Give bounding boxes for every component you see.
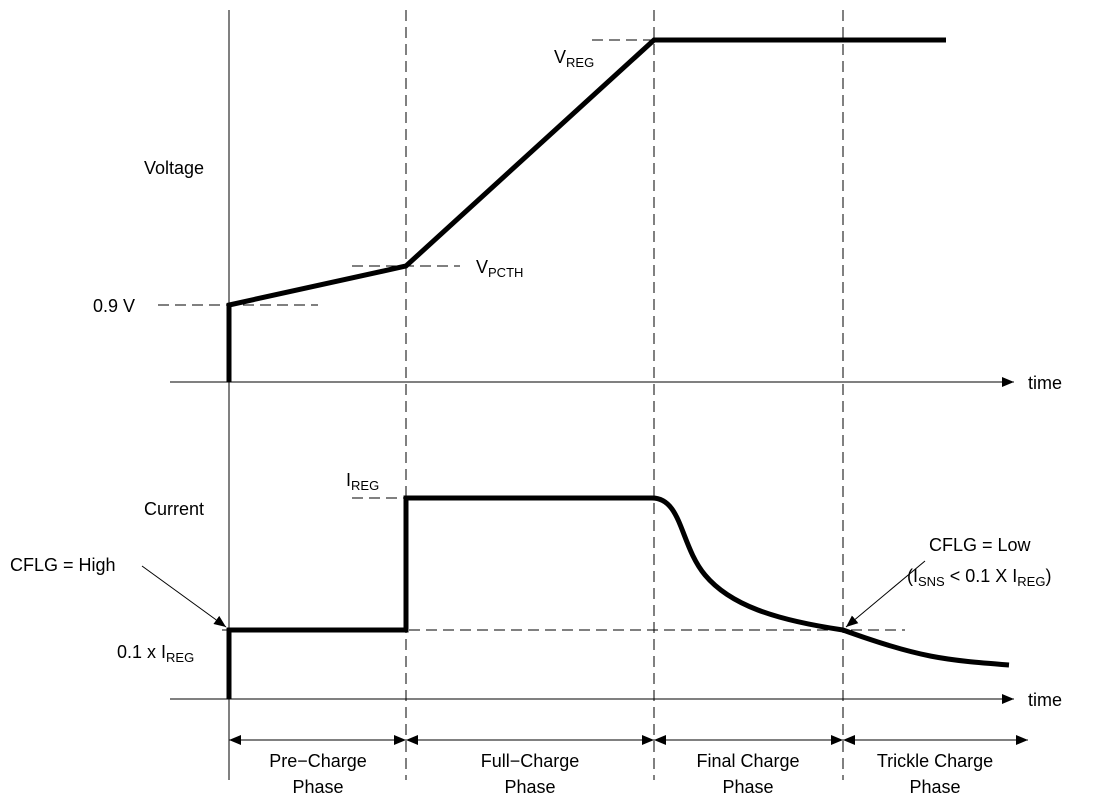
cflg-low-label: CFLG = Low — [929, 535, 1032, 555]
full-charge-phase-line1: Full−Charge — [481, 751, 580, 771]
tenth-i-reg-label: 0.1 x IREG — [117, 642, 194, 665]
final-charge-phase-line2: Phase — [722, 777, 773, 797]
voltage-label: Voltage — [144, 158, 204, 178]
pre-charge-phase-line2: Phase — [292, 777, 343, 797]
current-label: Current — [144, 499, 204, 519]
trickle-charge-phase-line1: Trickle Charge — [877, 751, 993, 771]
cflg-high-label: CFLG = High — [10, 555, 116, 575]
final-charge-phase-line1: Final Charge — [696, 751, 799, 771]
voltage-time-label: time — [1028, 373, 1062, 393]
v-reg-label: VREG — [554, 47, 594, 70]
voltage-curve — [229, 40, 946, 382]
trickle-charge-phase-line2: Phase — [909, 777, 960, 797]
current-time-label: time — [1028, 690, 1062, 710]
start-voltage-label: 0.9 V — [93, 296, 135, 316]
cflg-low-condition-label: (ISNS < 0.1 X IREG) — [907, 566, 1051, 589]
phase-labels: Pre−Charge Phase Full−Charge Phase Final… — [269, 751, 993, 797]
cflg-high-pointer-arrow — [142, 566, 226, 627]
v-pcth-label: VPCTH — [476, 257, 523, 280]
full-charge-phase-line2: Phase — [504, 777, 555, 797]
pre-charge-phase-line1: Pre−Charge — [269, 751, 367, 771]
current-curve — [229, 498, 1009, 699]
i-reg-label: IREG — [346, 470, 379, 493]
